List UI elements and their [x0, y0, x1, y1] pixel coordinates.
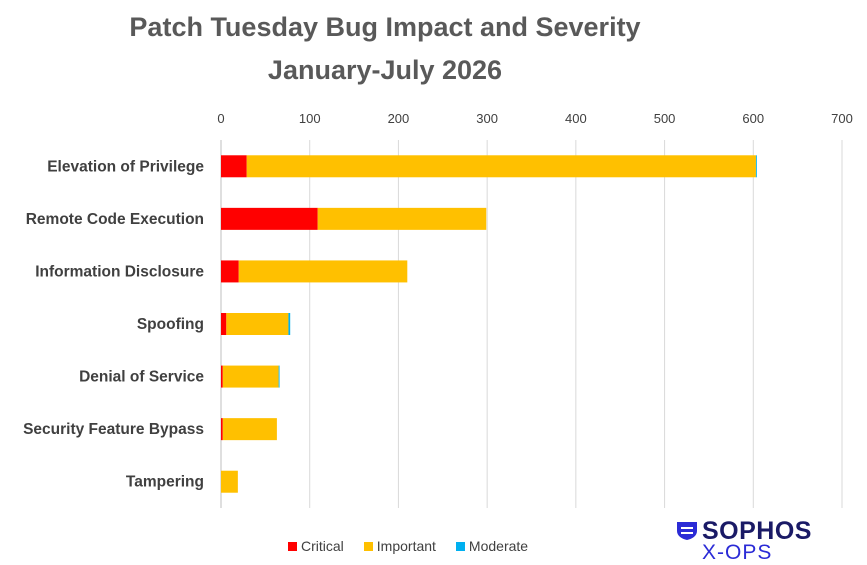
- x-tick-label: 700: [831, 111, 853, 126]
- bar-important: [246, 155, 756, 178]
- legend-item-critical: Critical: [288, 538, 344, 554]
- bar-important: [238, 260, 408, 283]
- bar-critical: [221, 260, 239, 283]
- chart-title-line1: Patch Tuesday Bug Impact and Severity: [129, 12, 641, 42]
- legend-label-critical: Critical: [301, 538, 344, 554]
- x-tick-labels: 0 100 200 300 400 500 600 700: [217, 111, 852, 126]
- bar-important: [221, 470, 238, 493]
- bar-important: [317, 207, 487, 230]
- bar-important: [226, 313, 289, 335]
- bar-chart: 0 100 200 300 400 500 600 700 Elevation of Priv…: [23, 111, 853, 508]
- x-tick-label: 600: [742, 111, 764, 126]
- gridlines: [220, 140, 843, 508]
- x-tick-label: 300: [476, 111, 498, 126]
- bar-critical: [221, 418, 223, 441]
- category-label: Elevation of Privilege: [47, 158, 204, 175]
- sophos-xops-logo: SOPHOS X-OPS: [676, 517, 846, 564]
- category-label: Security Feature Bypass: [23, 421, 204, 438]
- legend-swatch-important: [363, 541, 373, 551]
- bar-critical: [221, 155, 247, 178]
- legend-label-important: Important: [376, 538, 436, 554]
- bar-moderate: [755, 155, 757, 178]
- bar-moderate: [288, 313, 291, 335]
- x-tick-label: 400: [565, 111, 587, 126]
- bar-moderate: [278, 365, 280, 388]
- legend-item-moderate: Moderate: [455, 538, 529, 554]
- x-tick-label: 200: [388, 111, 410, 126]
- category-label: Remote Code Execution: [26, 211, 204, 228]
- chart-title-line2: January-July 2026: [267, 55, 503, 85]
- bar-critical: [221, 207, 318, 230]
- x-tick-label: 0: [217, 111, 224, 126]
- bar-critical: [221, 365, 223, 388]
- logo-subtitle: X-OPS: [702, 541, 773, 564]
- logo-wordmark: SOPHOS: [702, 517, 812, 545]
- x-tick-label: 500: [654, 111, 676, 126]
- bar-critical: [221, 313, 227, 335]
- category-labels: Elevation of Privilege Remote Code Execut…: [23, 158, 204, 490]
- legend-label-moderate: Moderate: [468, 538, 529, 554]
- legend: Critical Important Moderate: [288, 538, 528, 554]
- category-label: Tampering: [126, 474, 204, 491]
- category-label: Spoofing: [137, 316, 204, 333]
- x-tick-label: 100: [299, 111, 321, 126]
- legend-item-important: Important: [363, 538, 436, 554]
- shield-icon: [677, 522, 697, 540]
- legend-swatch-moderate: [455, 541, 465, 551]
- bar-important: [222, 418, 277, 441]
- legend-swatch-critical: [288, 541, 297, 551]
- bars: [221, 155, 757, 493]
- category-label: Information Disclosure: [35, 263, 204, 280]
- category-label: Denial of Service: [79, 369, 204, 386]
- bar-important: [222, 365, 279, 388]
